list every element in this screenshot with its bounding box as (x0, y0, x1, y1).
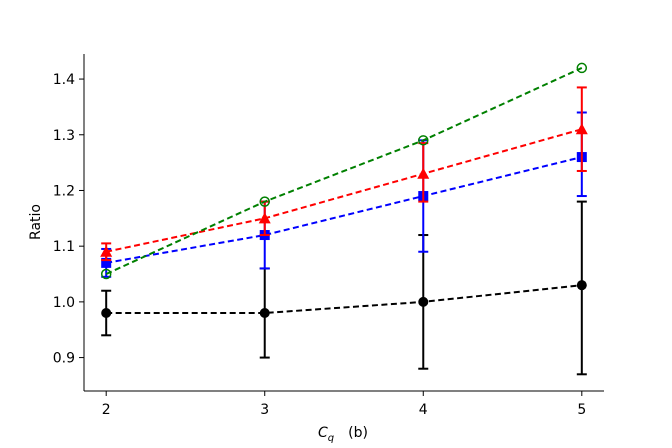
series-2 (101, 111, 587, 278)
data-point (101, 308, 112, 319)
x-tick-label: 5 (577, 402, 586, 418)
series-1 (101, 200, 587, 376)
data-point (101, 257, 112, 268)
y-axis-label: Ratio (28, 204, 44, 240)
series-line (105, 67, 583, 275)
y-tick-label: 1.0 (53, 295, 75, 311)
data-point (576, 62, 588, 74)
data-point (259, 308, 270, 319)
y-tick-label: 1.1 (53, 239, 75, 255)
data-point (259, 196, 270, 207)
ticks: 2 3 4 5 0.9 1.0 1.1 1.2 1.3 1.4 (53, 72, 587, 418)
data-point (100, 268, 112, 280)
data-point (576, 280, 587, 291)
x-axis-label: Cq (b) (318, 425, 368, 444)
data-point (417, 167, 430, 179)
y-tick-label: 1.4 (53, 72, 75, 88)
x-tick-label: 2 (102, 402, 111, 418)
y-tick-label: 0.9 (53, 351, 75, 367)
data-point (575, 123, 588, 135)
series-line (106, 156, 583, 264)
series-3 (100, 86, 588, 262)
plot-area (100, 62, 588, 376)
series-4 (100, 62, 588, 280)
data-point (418, 135, 429, 146)
x-axis-label-sub: q (328, 433, 334, 444)
series-line (106, 284, 582, 315)
series-line (105, 128, 583, 253)
x-axis-label-main: C (318, 425, 328, 441)
x-tick-label: 3 (260, 402, 269, 418)
axes (83, 54, 604, 392)
x-axis-label-suffix: (b) (348, 425, 368, 441)
data-point (418, 296, 429, 307)
x-tick-label: 4 (419, 402, 428, 418)
data-point (100, 245, 113, 257)
y-tick-label: 1.3 (53, 128, 75, 144)
data-point (258, 212, 271, 224)
y-tick-label: 1.2 (53, 183, 75, 199)
